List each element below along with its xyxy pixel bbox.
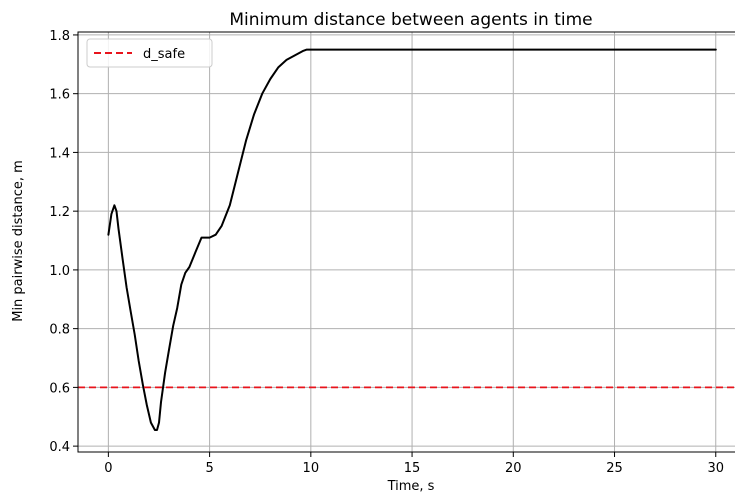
x-tick-label: 30 <box>707 461 724 476</box>
x-tick-label: 20 <box>505 461 522 476</box>
x-tick-label: 5 <box>205 461 213 476</box>
chart-title: Minimum distance between agents in time <box>229 10 592 30</box>
plot-frame <box>77 31 735 453</box>
y-tick-label: 1.4 <box>49 146 70 161</box>
y-axis-label: Min pairwise distance, m <box>11 160 26 322</box>
y-tick-label: 1.8 <box>49 29 70 44</box>
y-tick-label: 0.6 <box>49 381 70 396</box>
x-tick-label: 0 <box>104 461 112 476</box>
ticks-layer: 0 5 10 15 20 25 30 0.4 0.6 0.8 1.0 1.2 1.4 1.6 1.8 <box>49 29 724 476</box>
x-tick-label: 25 <box>606 461 623 476</box>
x-tick-label: 10 <box>303 461 320 476</box>
x-axis-label: Time, s <box>387 479 435 494</box>
grid-layer <box>78 32 735 452</box>
y-tick-label: 0.4 <box>49 440 70 455</box>
y-tick-label: 1.0 <box>49 264 70 279</box>
legend-label-d-safe: d_safe <box>143 47 185 62</box>
x-tick-label: 15 <box>404 461 421 476</box>
legend-box <box>86 38 213 68</box>
min-distance-line <box>107 48 717 431</box>
y-tick-label: 1.6 <box>49 88 70 103</box>
y-tick-label: 0.8 <box>49 323 70 338</box>
series-layer <box>78 48 735 431</box>
y-tick-label: 1.2 <box>49 205 70 220</box>
legend: d_safe <box>86 38 213 68</box>
